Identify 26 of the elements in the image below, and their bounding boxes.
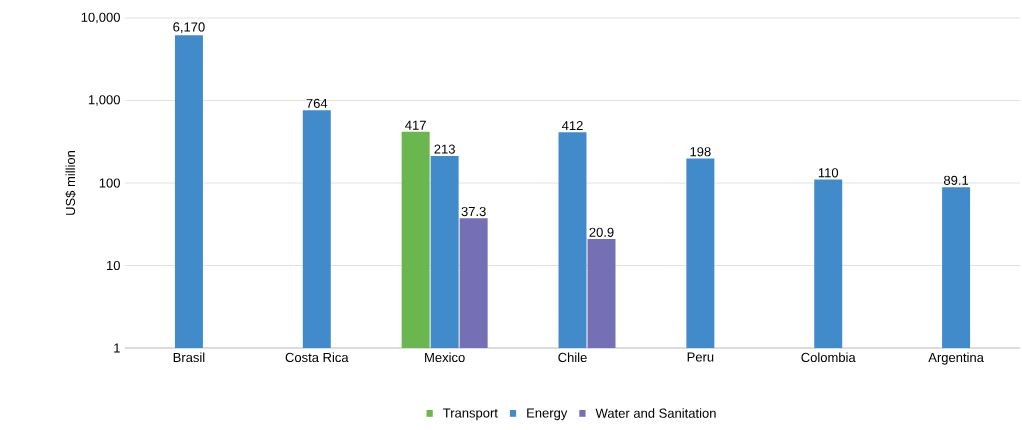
- data-label: 110: [818, 168, 839, 178]
- x-tick-label: Colombia: [801, 352, 856, 363]
- data-label: 20.9: [589, 227, 614, 237]
- x-tick-label: Brasil: [173, 352, 205, 363]
- data-label: 417: [405, 120, 426, 130]
- y-tick-label: 10,000: [81, 12, 120, 24]
- x-tick-label: Costa Rica: [285, 352, 349, 363]
- data-label: 198: [690, 147, 711, 157]
- legend-label: Energy: [527, 408, 568, 421]
- data-label: 6,170: [173, 22, 205, 34]
- x-tick-label: Chile: [558, 352, 587, 363]
- x-tick-label: Peru: [687, 352, 714, 362]
- data-label: 37.3: [461, 206, 486, 217]
- legend-label: Water and Sanitation: [595, 408, 716, 418]
- data-label: 213: [434, 144, 455, 154]
- x-tick-label: Argentina: [928, 352, 984, 365]
- y-axis-title: US$ million: [65, 150, 76, 215]
- data-label: 89.1: [943, 175, 969, 185]
- y-tick-label: 1,000: [88, 95, 120, 106]
- x-tick-label: Mexico: [425, 352, 465, 363]
- data-label: 412: [561, 121, 583, 131]
- data-label: 764: [306, 98, 328, 108]
- y-tick-label: 100: [99, 178, 120, 188]
- y-tick-label: 1: [114, 343, 120, 353]
- legend-label: Transport: [443, 408, 498, 421]
- y-tick-label: 10: [106, 260, 120, 271]
